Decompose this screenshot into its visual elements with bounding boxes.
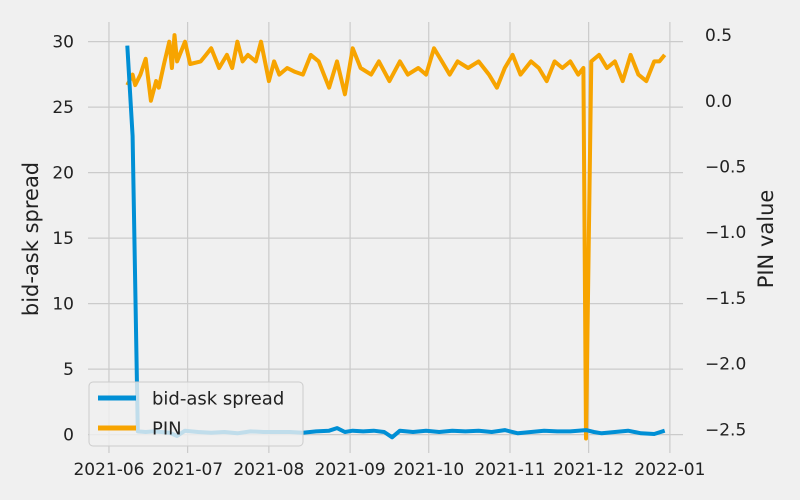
y2-tick-label: 0.0 xyxy=(705,92,732,112)
y-tick-label: 25 xyxy=(52,98,74,118)
x-axis-ticks: 2021-06 2021-07 2021-08 2021-09 2021-10 2021-… xyxy=(73,460,705,480)
y2-tick-label: −2.5 xyxy=(705,420,746,440)
y-tick-label: 10 xyxy=(52,295,74,315)
y2-tick-label: 0.5 xyxy=(705,26,732,46)
y2-tick-label: −2.0 xyxy=(705,355,746,375)
x-tick-label: 2021-06 xyxy=(73,460,144,480)
legend-label-bid-ask-spread: bid-ask spread xyxy=(152,389,284,410)
legend-label-pin: PIN xyxy=(152,419,182,440)
x-tick-label: 2021-12 xyxy=(553,460,624,480)
y-tick-label: 20 xyxy=(52,164,74,184)
x-tick-label: 2021-11 xyxy=(474,460,545,480)
y-tick-label: 5 xyxy=(63,360,74,380)
series-line-pin xyxy=(125,33,667,441)
x-tick-label: 2021-08 xyxy=(233,460,304,480)
legend: bid-ask spread PIN xyxy=(88,381,304,447)
x-tick-label: 2021-10 xyxy=(393,460,464,480)
y2-axis-label: PIN value xyxy=(754,190,778,289)
y-axis-label: bid-ask spread xyxy=(19,162,43,316)
legend-box xyxy=(88,381,304,447)
y-tick-label: 30 xyxy=(52,33,74,53)
y2-tick-label: −1.5 xyxy=(705,289,746,309)
y-tick-label: 0 xyxy=(63,426,74,446)
y-tick-label: 15 xyxy=(52,229,74,249)
x-tick-label: 2022-01 xyxy=(634,460,705,480)
y2-tick-label: −0.5 xyxy=(705,158,746,178)
left-y-axis-ticks: 0 5 10 15 20 25 30 xyxy=(52,33,74,446)
right-y-axis-ticks: −2.5 −2.0 −1.5 −1.0 −0.5 0.0 0.5 xyxy=(705,26,746,440)
x-tick-label: 2021-09 xyxy=(315,460,386,480)
y2-tick-label: −1.0 xyxy=(705,223,746,243)
x-tick-label: 2021-07 xyxy=(152,460,223,480)
